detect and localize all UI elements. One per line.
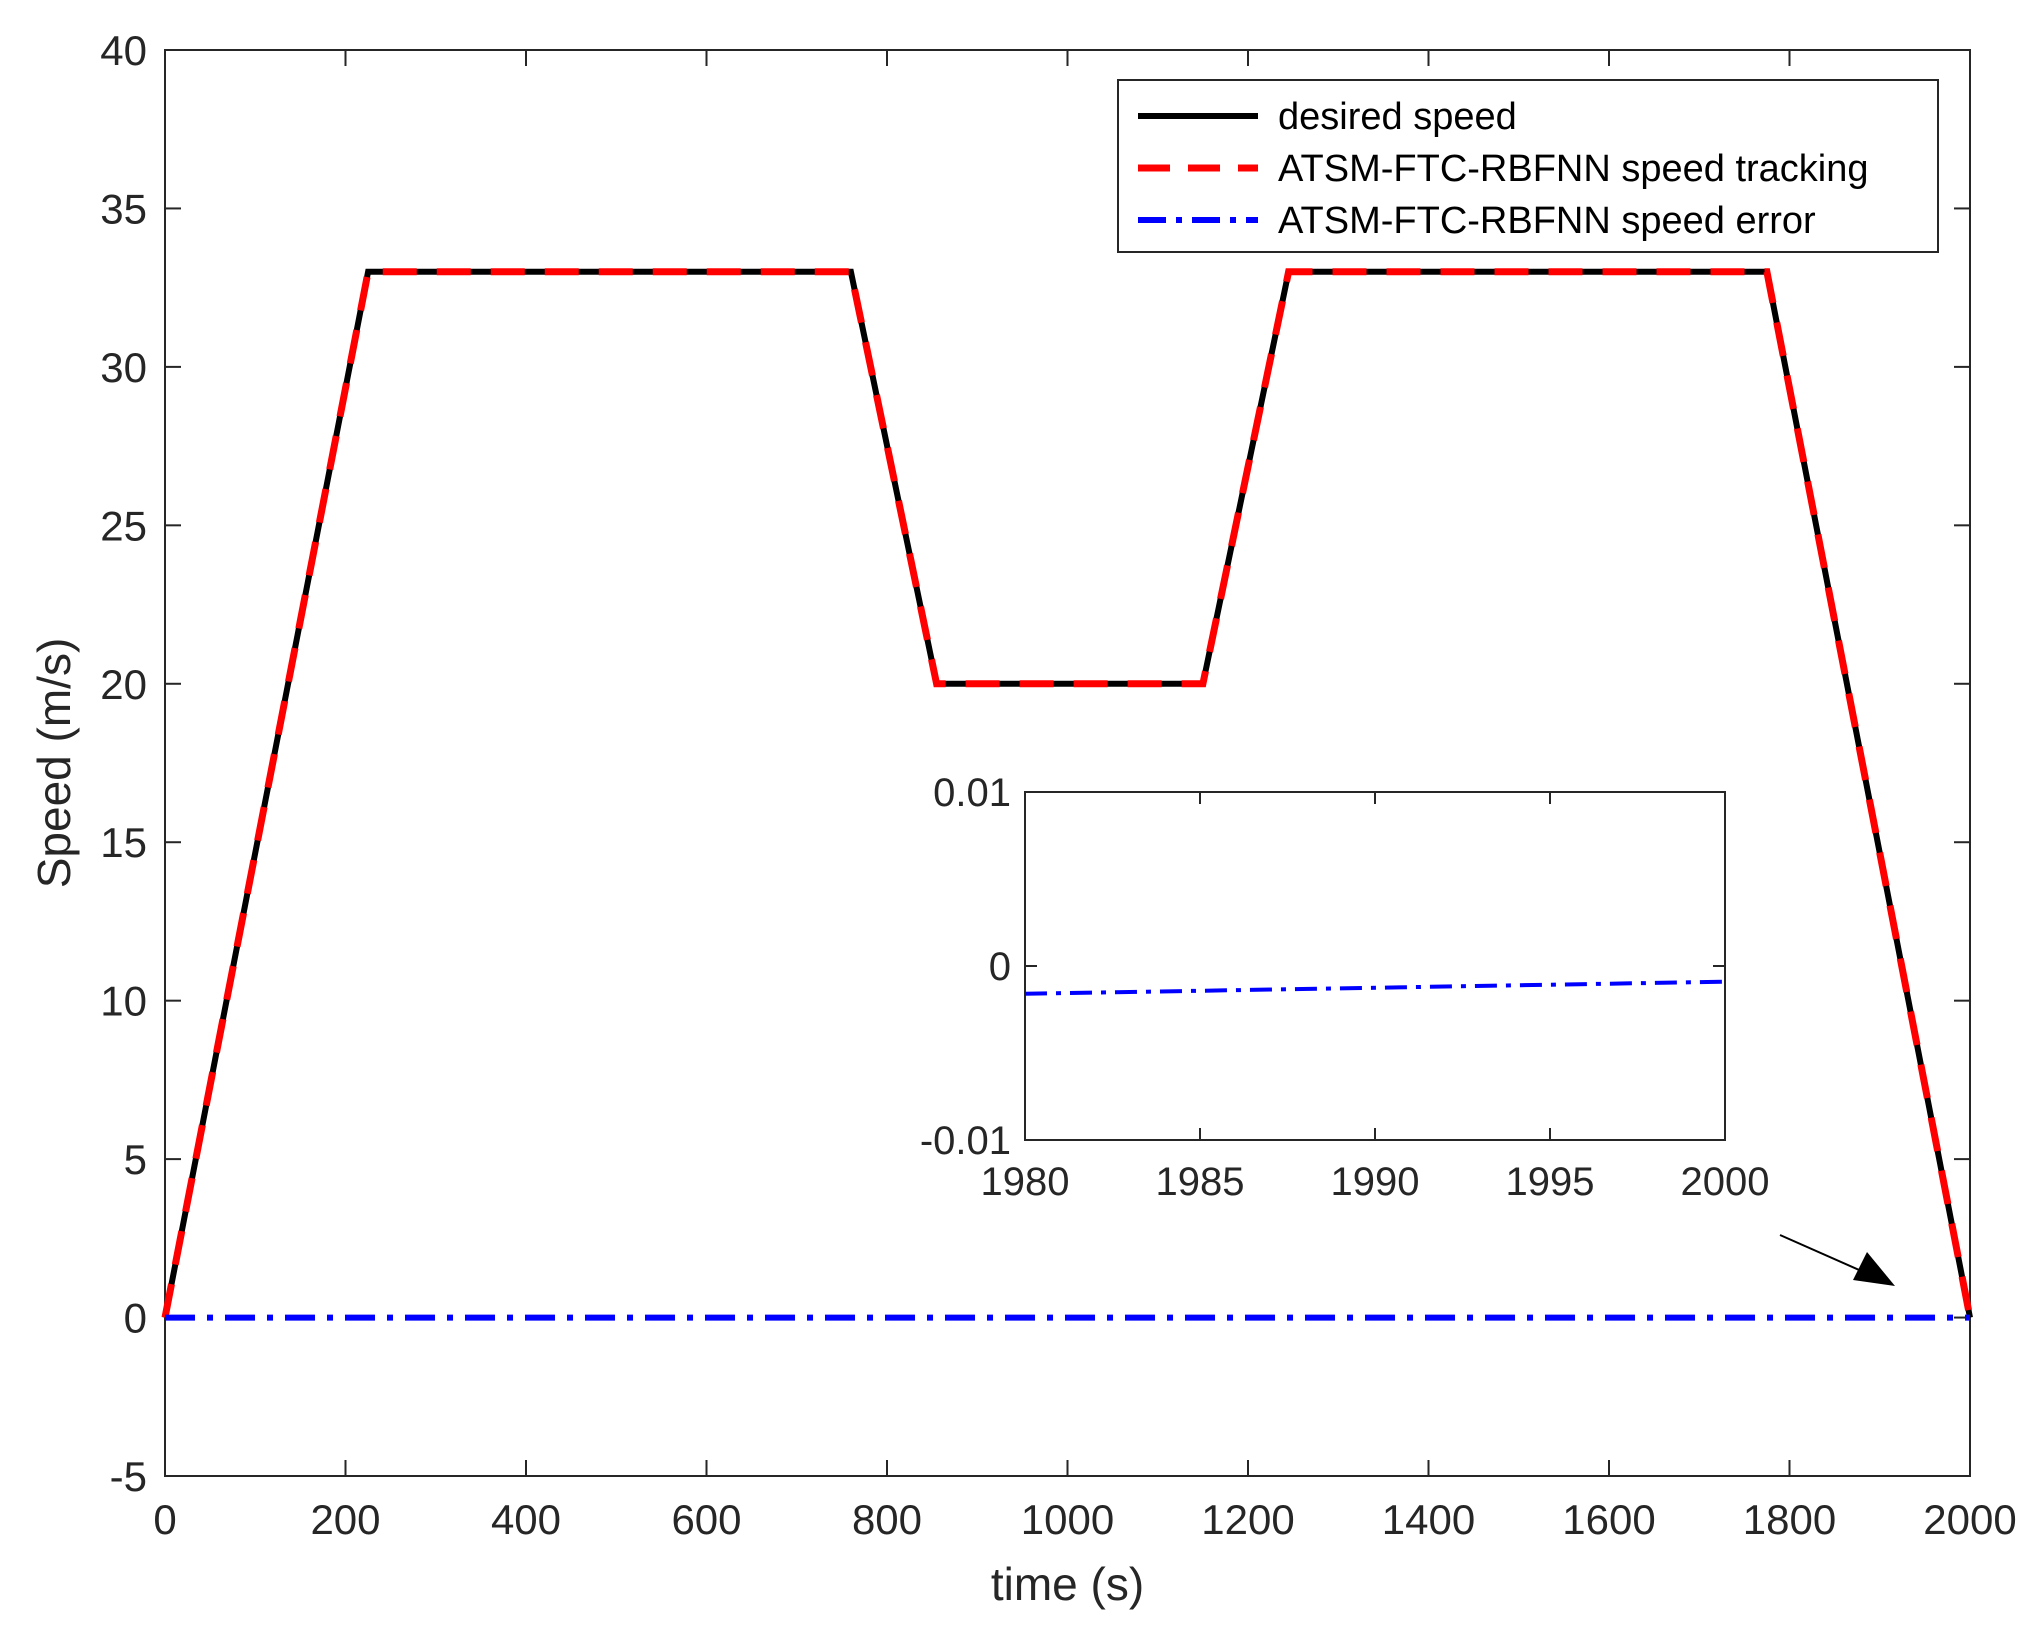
x-tick-label: 1400 xyxy=(1382,1496,1475,1543)
x-tick-label: 1800 xyxy=(1743,1496,1836,1543)
legend-label-1: desired speed xyxy=(1278,96,1517,138)
x-tick-label: 600 xyxy=(671,1496,741,1543)
y-axis-label: Speed (m/s) xyxy=(28,638,80,889)
y-tick-label: 5 xyxy=(124,1136,147,1183)
y-tick-label: 40 xyxy=(100,27,147,74)
inset-series-line-1 xyxy=(1024,979,1726,996)
y-tick-label: 35 xyxy=(100,185,147,232)
x-axis-label: time (s) xyxy=(991,1558,1144,1610)
y-tick-label: 10 xyxy=(100,978,147,1025)
x-tick-label: 0 xyxy=(153,1496,176,1543)
inset-y-tick-label: 0 xyxy=(989,945,1011,989)
legend-label-3: ATSM-FTC-RBFNN speed error xyxy=(1278,200,1816,242)
y-tick-label: 0 xyxy=(124,1295,147,1342)
inset-plot-area: 1980 1985 1990 1995 2000 -0.01 0 0.01 xyxy=(920,771,1770,1204)
zoom-arrow xyxy=(1779,1234,1895,1286)
series-line-2 xyxy=(161,268,1974,1319)
y-tick-label: -5 xyxy=(110,1453,147,1500)
main-plot-area: 0 200 400 600 800 1000 1200 1400 1600 1800 2000-50… xyxy=(28,27,2017,1610)
y-tick-label: 15 xyxy=(100,819,147,866)
x-tick-label: 2000 xyxy=(1923,1496,2016,1543)
x-tick-label: 1200 xyxy=(1201,1496,1294,1543)
zoom-arrow-head xyxy=(1853,1252,1895,1286)
legend: desired speed ATSM-FTC-RBFNN speed tracki… xyxy=(1117,79,1939,253)
y-tick-label: 30 xyxy=(100,344,147,391)
x-tick-label: 200 xyxy=(310,1496,380,1543)
inset-x-tick-label: 1980 xyxy=(981,1160,1070,1204)
inset-axes-box xyxy=(1024,791,1726,1141)
x-tick-label: 1600 xyxy=(1562,1496,1655,1543)
inset-y-tick-label: 0.01 xyxy=(933,771,1011,815)
inset-y-tick-label: -0.01 xyxy=(920,1119,1011,1163)
x-tick-label: 1000 xyxy=(1021,1496,1114,1543)
y-tick-label: 20 xyxy=(100,661,147,708)
inset-x-tick-label: 1985 xyxy=(1156,1160,1245,1204)
x-tick-label: 800 xyxy=(852,1496,922,1543)
y-tick-label: 25 xyxy=(100,502,147,549)
x-tick-label: 400 xyxy=(491,1496,561,1543)
inset-x-tick-label: 1990 xyxy=(1331,1160,1420,1204)
inset-x-tick-label: 1995 xyxy=(1506,1160,1595,1204)
legend-label-2: ATSM-FTC-RBFNN speed tracking xyxy=(1278,148,1869,190)
inset-x-tick-label: 2000 xyxy=(1681,1160,1770,1204)
